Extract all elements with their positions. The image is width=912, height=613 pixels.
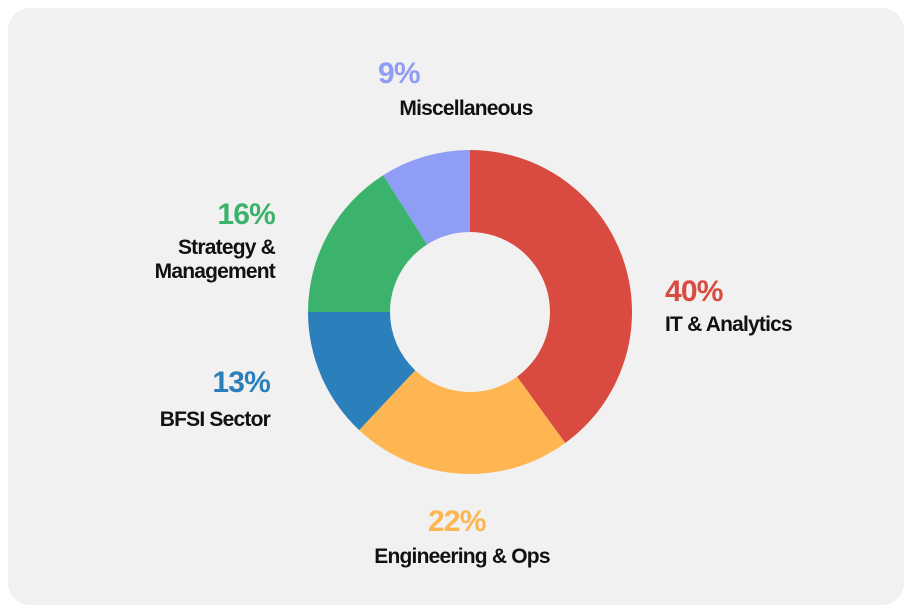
donut-slice	[308, 175, 428, 312]
category-label: Engineering & Ops	[374, 545, 550, 568]
donut-slice	[308, 312, 416, 431]
donut-slice	[359, 370, 566, 474]
category-label: IT & Analytics	[665, 313, 793, 336]
card	[8, 8, 904, 605]
value-label: 22%	[428, 505, 486, 538]
value-label: 16%	[217, 198, 275, 231]
value-label: 13%	[212, 366, 270, 399]
category-label: BFSI Sector	[159, 408, 271, 431]
category-label: Strategy & Management	[154, 236, 276, 283]
donut-slice	[470, 150, 632, 444]
value-label: 40%	[665, 275, 723, 308]
category-label: Miscellaneous	[399, 97, 533, 120]
donut-slice	[383, 150, 470, 245]
value-label: 9%	[378, 57, 421, 90]
